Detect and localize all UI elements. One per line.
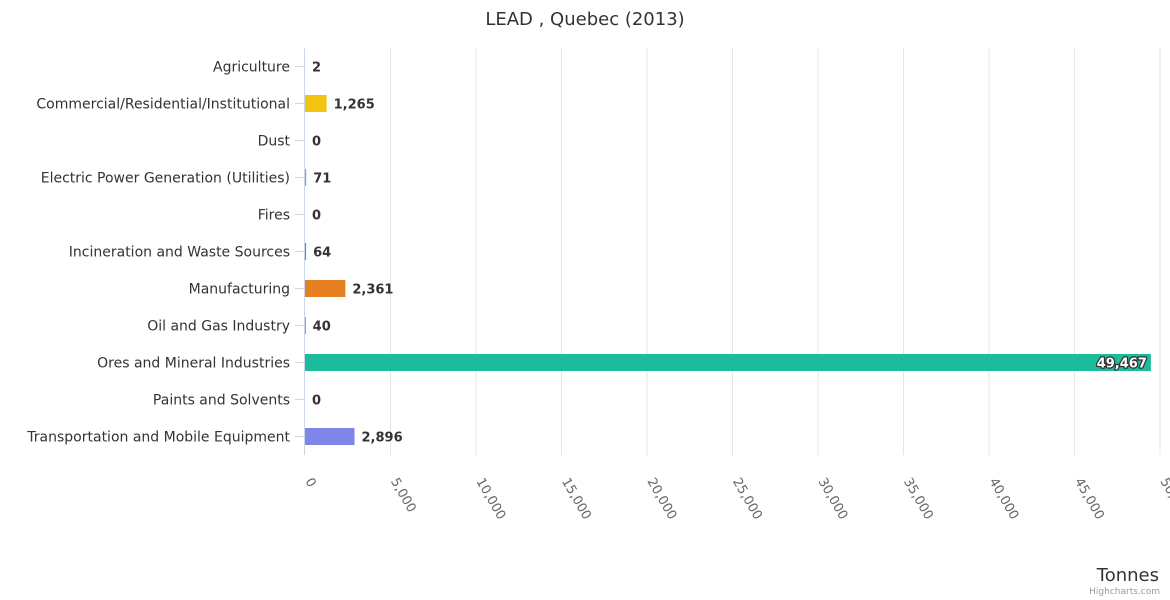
bar[interactable] (305, 95, 327, 112)
data-label: 2 (312, 61, 321, 76)
labels: 0 5,000 10,000 15,000 20,000 25,000 30,000 35,0… (26, 60, 1170, 523)
axes (295, 48, 305, 455)
x-axis-title: Tonnes (1096, 565, 1159, 586)
category-label: Paints and Solvents (153, 393, 290, 409)
bar[interactable] (305, 428, 355, 445)
data-label: 1,265 (334, 98, 375, 113)
data-label: 49,467 (1097, 357, 1147, 372)
data-label: 2,361 (352, 283, 393, 298)
bar[interactable] (305, 354, 1151, 371)
x-tick-label: 10,000 (473, 476, 509, 523)
category-label: Agriculture (213, 60, 290, 76)
category-label: Fires (258, 208, 290, 224)
category-label: Commercial/Residential/Institutional (36, 97, 290, 113)
category-label: Electric Power Generation (Utilities) (41, 171, 290, 187)
category-label: Dust (258, 134, 291, 150)
x-tick-label: 45,000 (1071, 476, 1107, 523)
x-tick-label: 50,000 (1157, 476, 1170, 523)
data-label: 0 (312, 209, 321, 224)
data-label: 2,896 (362, 431, 403, 446)
category-label: Oil and Gas Industry (147, 319, 290, 335)
x-tick-label: 30,000 (815, 476, 851, 523)
bar[interactable] (305, 243, 307, 260)
category-label: Transportation and Mobile Equipment (26, 430, 290, 446)
data-label: 71 (313, 172, 331, 187)
x-tick-label: 5,000 (387, 476, 419, 516)
x-tick-label: 20,000 (644, 476, 680, 523)
category-label: Incineration and Waste Sources (69, 245, 290, 261)
data-label: 0 (312, 394, 321, 409)
credits-link[interactable]: Highcharts.com (1089, 587, 1160, 597)
x-tick-label: 0 (302, 476, 319, 491)
bar[interactable] (305, 169, 307, 186)
chart-title: LEAD , Quebec (2013) (485, 9, 684, 30)
data-label: 40 (313, 320, 331, 335)
x-tick-label: 40,000 (986, 476, 1022, 523)
bar[interactable] (305, 280, 346, 297)
x-tick-label: 35,000 (900, 476, 936, 523)
x-tick-label: 15,000 (558, 476, 594, 523)
bar[interactable] (305, 317, 306, 334)
data-label: 64 (313, 246, 331, 261)
bars (305, 58, 1151, 445)
data-label: 0 (312, 135, 321, 150)
category-label: Manufacturing (189, 282, 290, 298)
category-label: Ores and Mineral Industries (97, 356, 290, 372)
x-tick-label: 25,000 (729, 476, 765, 523)
grid-lines (390, 48, 1161, 455)
